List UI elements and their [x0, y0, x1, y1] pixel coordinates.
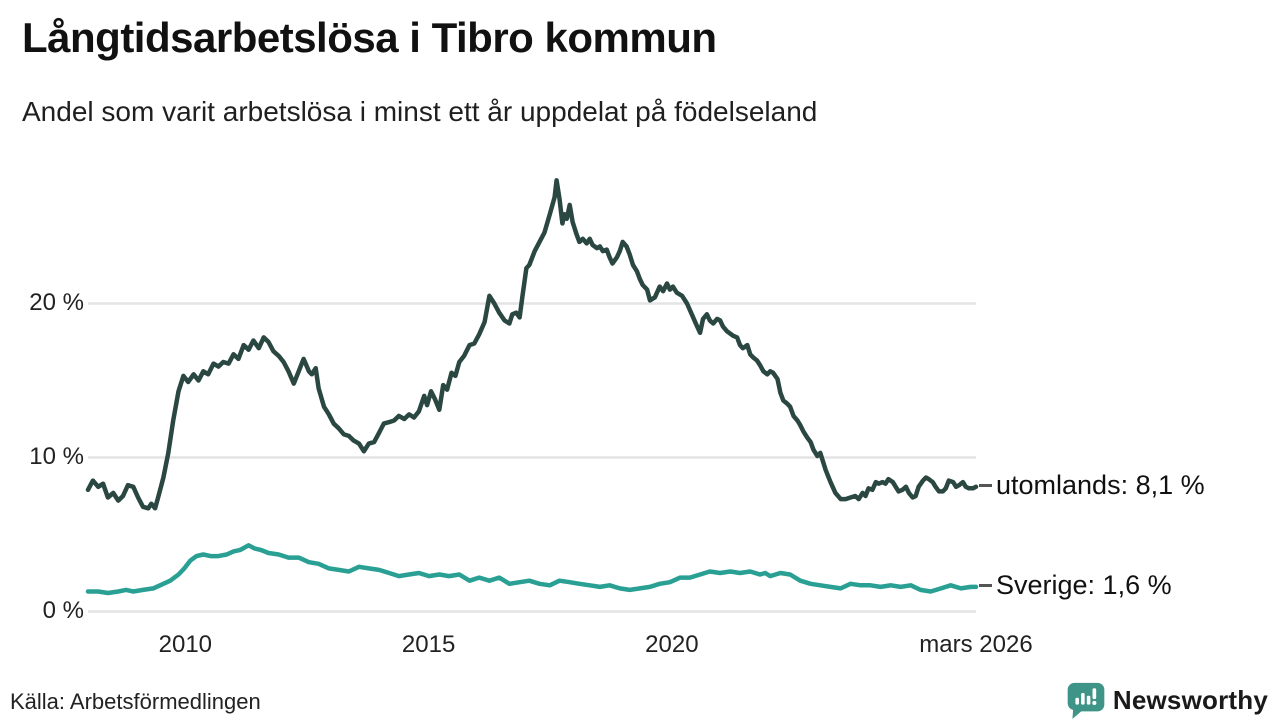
series-label-sverige: Sverige: 1,6 %: [979, 570, 1172, 601]
source-attribution: Källa: Arbetsförmedlingen: [10, 689, 261, 714]
newsworthy-logo-text: Newsworthy: [1112, 685, 1268, 715]
x-axis-tick-2010: 2010: [158, 631, 213, 658]
chart-subtitle: Andel som varit arbetslösa i minst ett å…: [22, 96, 818, 127]
legend-connector-dash: [979, 483, 992, 487]
series-line-utomlands: [85, 178, 979, 511]
chart-title: Långtidsarbetslösa i Tibro kommun: [22, 14, 717, 61]
legend-connector-dash: [979, 583, 992, 587]
newsworthy-logo-icon: [1067, 682, 1105, 719]
x-axis-tick-2015: 2015: [401, 631, 456, 658]
y-axis-tick-20: 20 %: [29, 288, 84, 316]
y-axis-tick-10: 10 %: [29, 442, 84, 470]
series-label-sverige-text: Sverige: 1,6 %: [996, 569, 1172, 600]
newsworthy-branding: Newsworthy: [1067, 682, 1268, 719]
series-line-sverige: [85, 543, 979, 596]
x-axis-tick-mars-2026: mars 2026: [919, 631, 1033, 658]
y-axis-tick-0: 0 %: [42, 596, 84, 624]
x-axis-tick-2020: 2020: [645, 631, 699, 658]
series-label-utomlands-text: utomlands: 8,1 %: [996, 469, 1205, 500]
series-label-utomlands: utomlands: 8,1 %: [979, 470, 1205, 501]
